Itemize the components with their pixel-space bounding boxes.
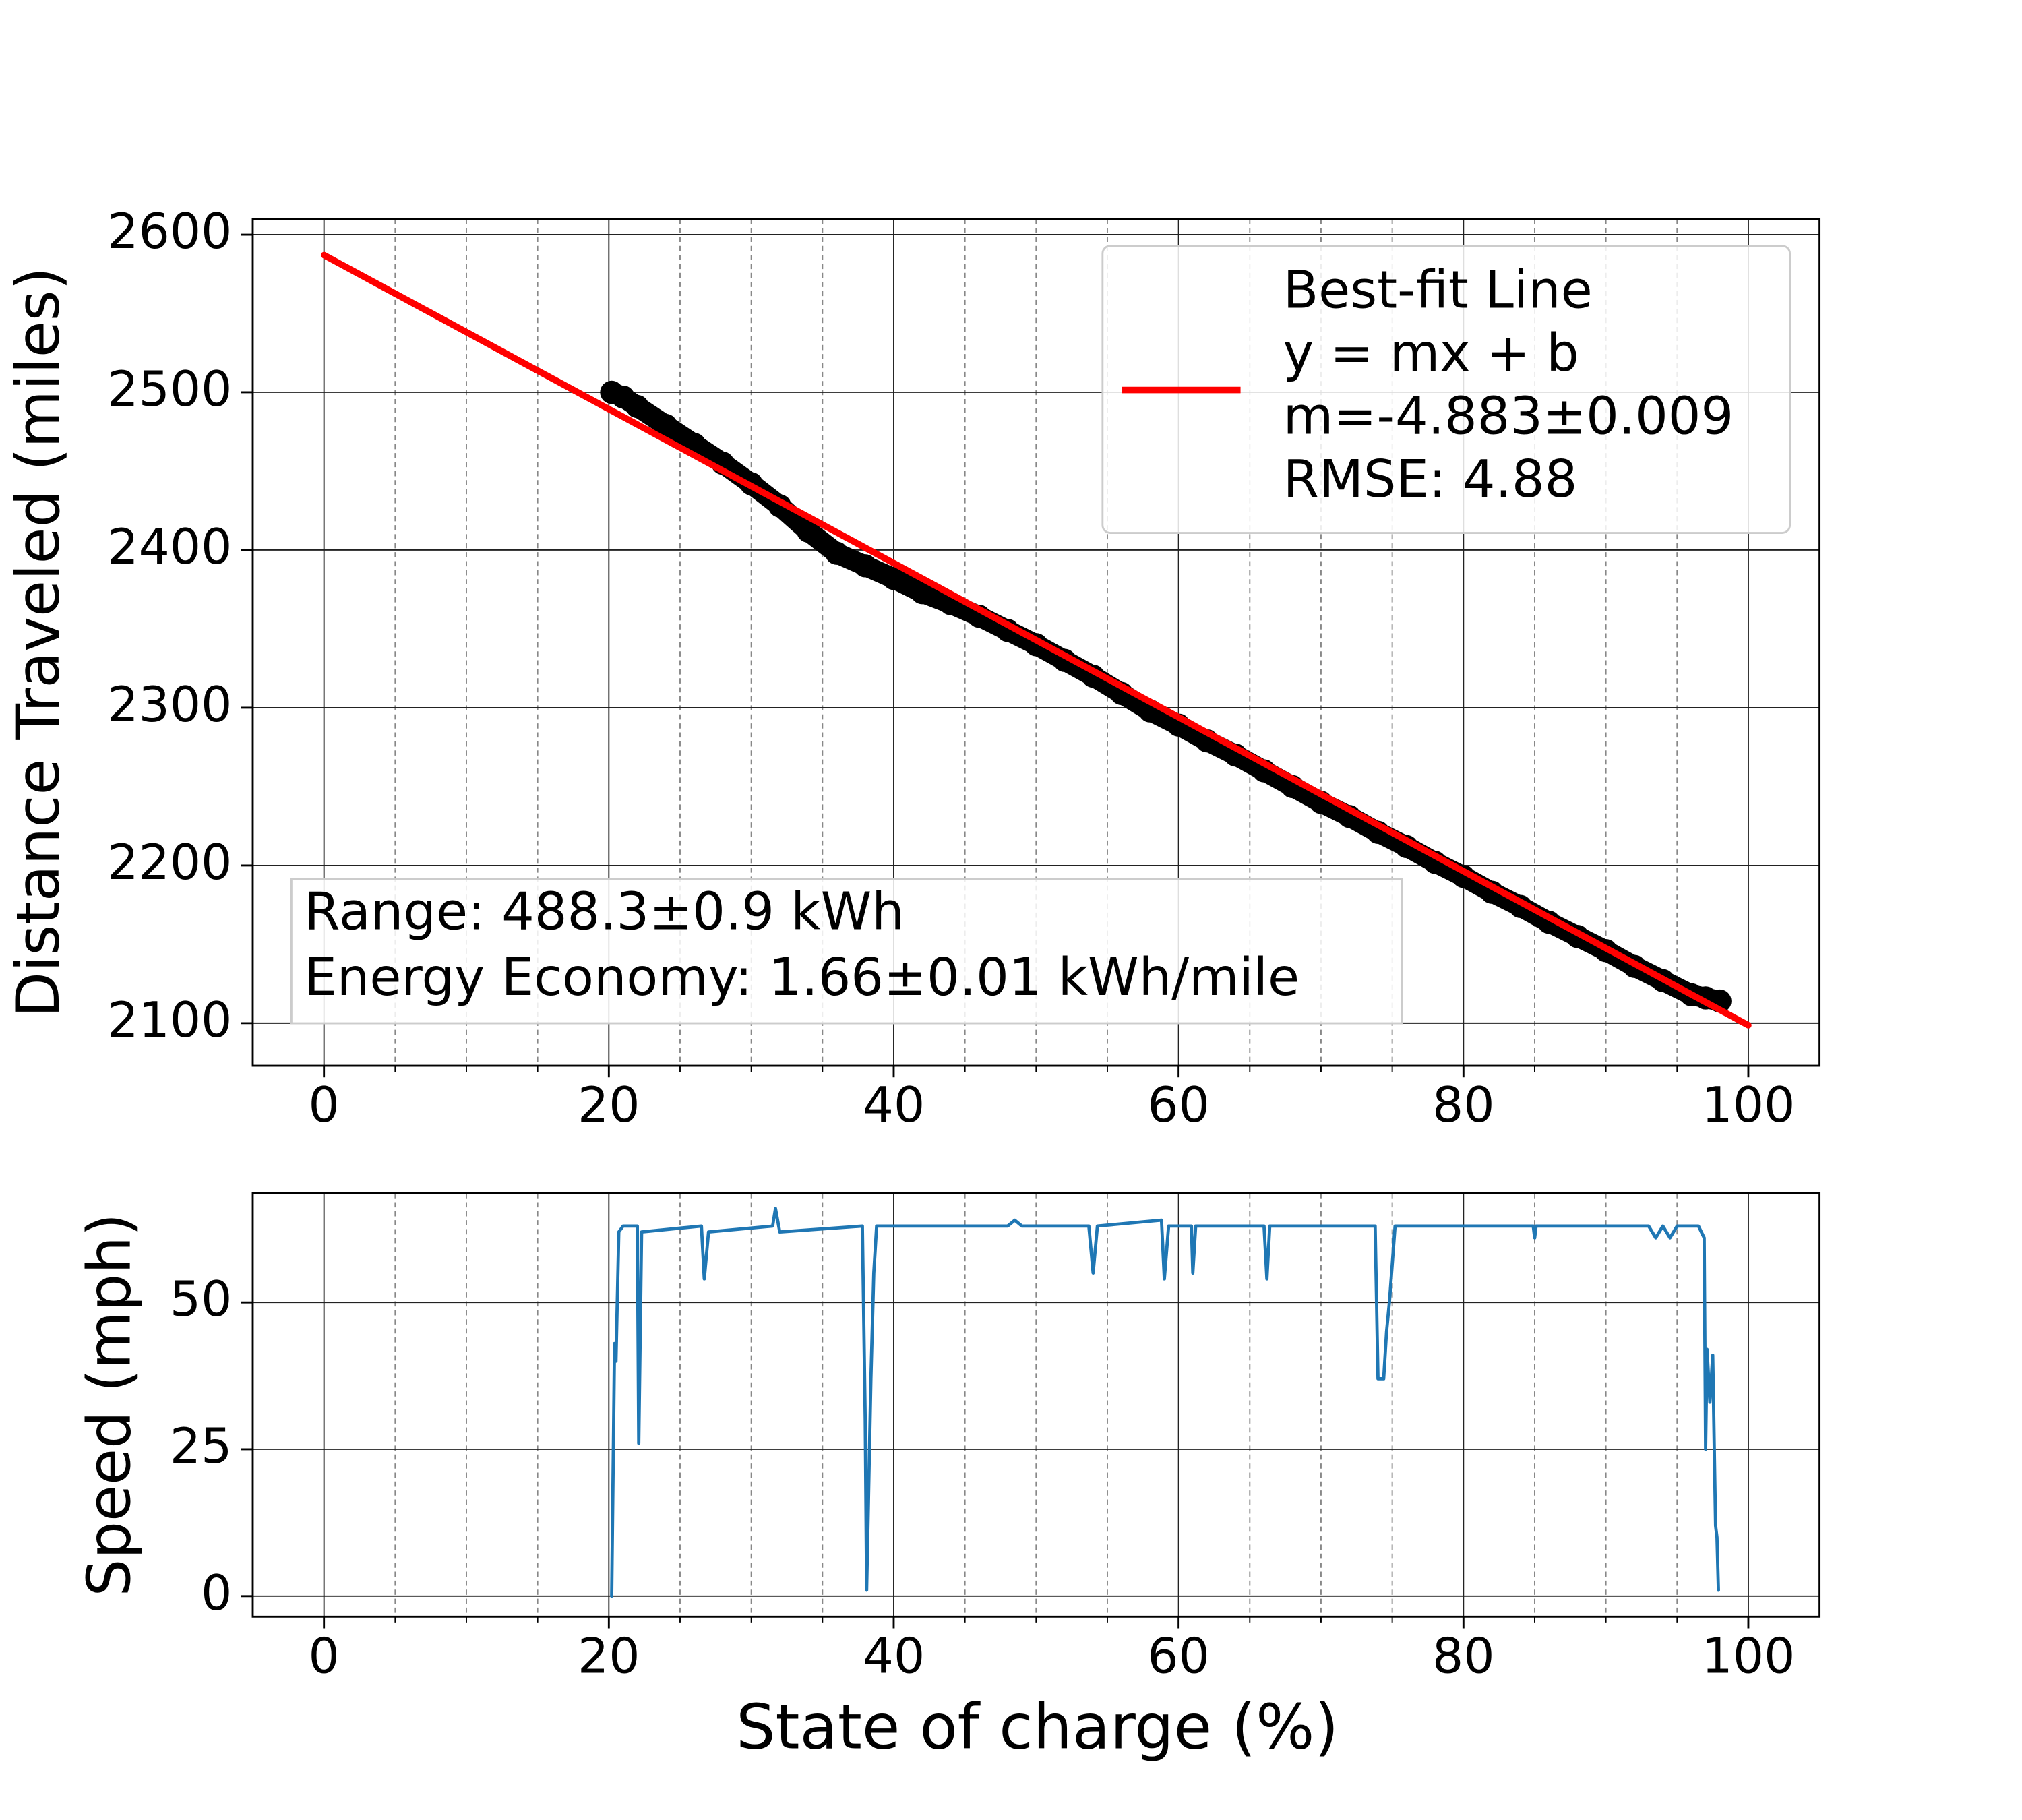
x-tick-label: 60 bbox=[1147, 1077, 1210, 1134]
annotation: Energy Economy: 1.66±0.01 kWh/mile bbox=[305, 948, 1300, 1008]
legend-label: m=-4.883±0.009 bbox=[1283, 387, 1734, 447]
y-tick-label: 2200 bbox=[107, 835, 232, 891]
axes-frame bbox=[251, 218, 1821, 1067]
legend-label: y = mx + b bbox=[1283, 324, 1579, 384]
x-tick-label: 80 bbox=[1432, 1628, 1495, 1685]
point bbox=[625, 394, 649, 419]
x-tick-label: 20 bbox=[578, 1628, 640, 1685]
y-tick-label: 2100 bbox=[107, 992, 232, 1049]
x-tick-label: 20 bbox=[578, 1077, 640, 1134]
y-tick-label: 50 bbox=[170, 1271, 233, 1328]
y-axis-label: Distance Traveled (miles) bbox=[3, 267, 73, 1017]
legend-box bbox=[1101, 245, 1791, 534]
series-line bbox=[610, 1207, 1720, 1598]
y-tick-label: 25 bbox=[170, 1418, 233, 1475]
y-axis-label: Speed (mph) bbox=[74, 1213, 144, 1597]
y-tick-label: 2500 bbox=[107, 361, 232, 418]
y-tick-label: 2600 bbox=[107, 204, 232, 260]
x-tick-label: 100 bbox=[1702, 1628, 1796, 1685]
x-tick-label: 0 bbox=[309, 1077, 340, 1134]
point bbox=[853, 554, 877, 578]
x-tick-label: 60 bbox=[1147, 1628, 1210, 1685]
x-tick-label: 100 bbox=[1702, 1077, 1796, 1134]
point bbox=[882, 566, 906, 590]
x-axis-label: State of charge (%) bbox=[736, 1691, 1339, 1763]
point bbox=[911, 580, 934, 605]
x-tick-label: 40 bbox=[863, 1628, 925, 1685]
y-tick-label: 2300 bbox=[107, 677, 232, 733]
x-tick-label: 40 bbox=[863, 1077, 925, 1134]
annotation: Range: 488.3±0.9 kWh bbox=[305, 882, 905, 942]
legend-label: Best-fit Line bbox=[1283, 260, 1593, 320]
y-tick-label: 2400 bbox=[107, 519, 232, 576]
point bbox=[825, 541, 849, 565]
x-tick-label: 0 bbox=[309, 1628, 340, 1685]
point bbox=[796, 519, 820, 543]
point bbox=[654, 413, 678, 437]
annotation-box bbox=[290, 878, 1403, 1025]
fit-line bbox=[322, 252, 1750, 1029]
axes-frame bbox=[251, 1192, 1821, 1618]
y-tick-label: 0 bbox=[201, 1565, 232, 1622]
x-tick-label: 80 bbox=[1432, 1077, 1495, 1134]
legend-label: RMSE: 4.88 bbox=[1283, 450, 1578, 510]
